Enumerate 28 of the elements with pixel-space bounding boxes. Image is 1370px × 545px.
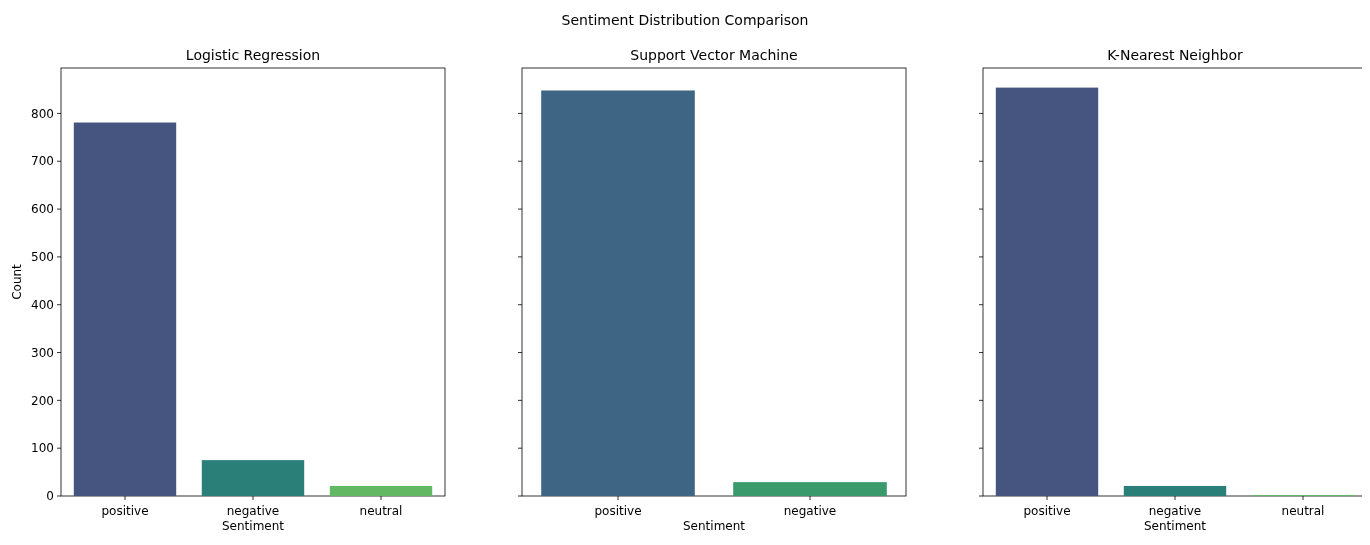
bar xyxy=(73,122,177,496)
chart-title: K-Nearest Neighbor xyxy=(1107,47,1244,63)
x-axis-title: Sentiment xyxy=(221,519,285,533)
x-tick-label: neutral xyxy=(359,504,403,518)
bar xyxy=(329,485,433,496)
y-tick-label: 500 xyxy=(31,250,54,265)
text: Sentiment Distribution Comparison xyxy=(561,12,809,28)
y-tick-label: 300 xyxy=(31,345,54,360)
x-tick-label: neutral xyxy=(1281,504,1325,518)
y-tick-label: 0 xyxy=(46,489,54,504)
chart-title: Support Vector Machine xyxy=(630,47,798,63)
y-tick-label: 200 xyxy=(31,393,54,408)
x-axis-title: Sentiment xyxy=(682,519,746,533)
chart-title: Logistic Regression xyxy=(185,47,321,63)
x-tick-label: negative xyxy=(1148,504,1202,518)
y-tick-label: 700 xyxy=(31,154,54,169)
x-axis-title: Sentiment xyxy=(1143,519,1207,533)
bar xyxy=(201,460,305,496)
y-tick-label: 600 xyxy=(31,202,54,217)
x-tick-label: negative xyxy=(783,504,837,518)
y-axis-title: Count xyxy=(10,263,24,300)
x-tick-label: negative xyxy=(226,504,280,518)
x-tick-label: positive xyxy=(594,504,642,518)
y-tick-label: 100 xyxy=(31,441,54,456)
x-tick-label: positive xyxy=(1023,504,1071,518)
y-tick-label: 400 xyxy=(31,297,54,312)
x-tick-label: positive xyxy=(101,504,149,518)
y-tick-label: 800 xyxy=(31,106,54,121)
